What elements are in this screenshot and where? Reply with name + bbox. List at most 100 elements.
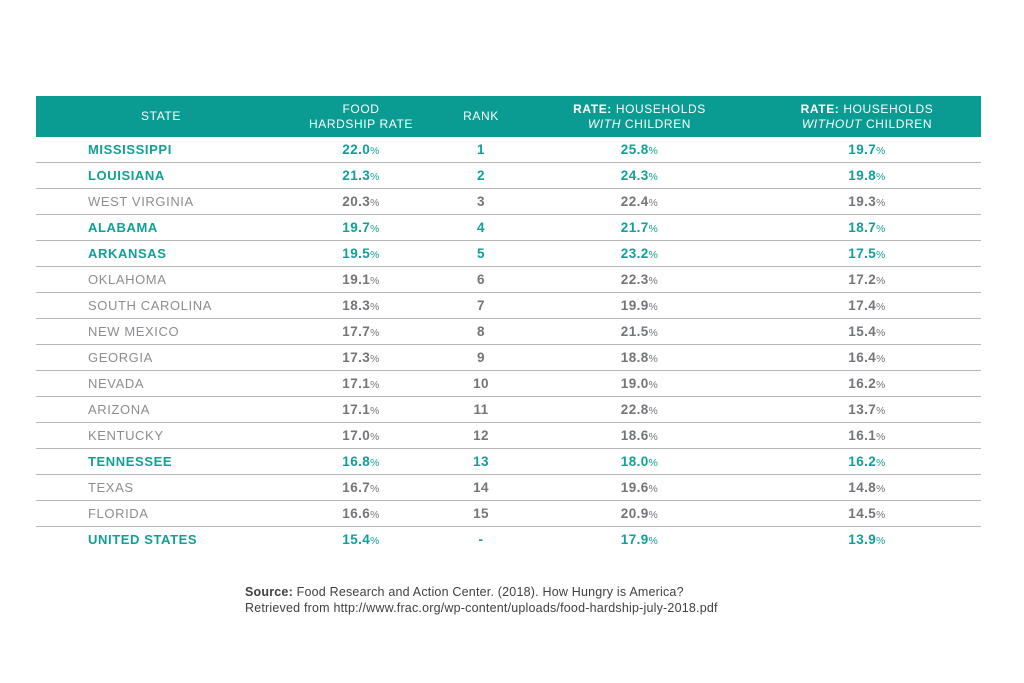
- households-label: HOUSEHOLDS: [615, 102, 706, 116]
- with-children-rate-cell: 19.0%: [526, 370, 753, 397]
- with-children-rate-cell: 22.4%: [526, 188, 753, 215]
- food-hardship-rate-cell: 20.3%: [286, 188, 436, 215]
- without-children-rate-cell: 14.5%: [753, 500, 981, 527]
- with-children-rate-cell: 25.8%: [526, 137, 753, 163]
- column-header-state: STATE: [36, 96, 286, 137]
- rank-cell: 14: [436, 474, 526, 501]
- table-row: WEST VIRGINIA 20.3% 3 22.4% 19.3%: [36, 188, 981, 215]
- without-children-rate-cell: 19.8%: [753, 162, 981, 189]
- column-header-with-children: RATE: HOUSEHOLDS WITH CHILDREN: [526, 96, 753, 137]
- with-children-rate-cell: 24.3%: [526, 162, 753, 189]
- state-cell: KENTUCKY: [36, 422, 286, 449]
- state-cell: UNITED STATES: [88, 532, 198, 547]
- state-cell: GEORGIA: [36, 344, 286, 371]
- without-children-rate-cell: 17.5%: [753, 240, 981, 267]
- table-row: OKLAHOMA 19.1% 6 22.3% 17.2%: [36, 266, 981, 293]
- rank-cell: 1: [436, 137, 526, 163]
- table-row: UNITED STATES 15.4% - 17.9% 13.9%: [36, 527, 981, 553]
- rank-cell: 11: [436, 396, 526, 423]
- state-cell: ARKANSAS: [36, 240, 286, 267]
- rank-cell: 10: [436, 370, 526, 397]
- rate-label: RATE:: [573, 102, 612, 116]
- source-citation: Food Research and Action Center. (2018).…: [292, 585, 684, 599]
- with-children-rate-cell: 21.5%: [526, 318, 753, 345]
- state-cell: LOUISIANA: [36, 162, 286, 189]
- food-hardship-table-wrap: STATE FOOD HARDSHIP RATE RANK RATE: HOUS…: [36, 96, 981, 552]
- column-header-food-hardship-rate: FOOD HARDSHIP RATE: [286, 96, 436, 137]
- table-header: STATE FOOD HARDSHIP RATE RANK RATE: HOUS…: [36, 96, 981, 137]
- with-children-rate-cell: 21.7%: [526, 214, 753, 241]
- food-hardship-line1: FOOD: [342, 102, 380, 116]
- table-row: TENNESSEE 16.8% 13 18.0% 16.2%: [36, 448, 981, 475]
- with-children-rate-cell: 18.0%: [526, 448, 753, 475]
- column-header-rank-label: RANK: [463, 109, 499, 124]
- state-cell: WEST VIRGINIA: [36, 188, 286, 215]
- without-children-rate-cell: 19.7%: [753, 137, 981, 163]
- with-children-rate-cell: 19.6%: [526, 474, 753, 501]
- food-hardship-rate-cell: 19.7%: [286, 214, 436, 241]
- without-children-rate-cell: 16.4%: [753, 344, 981, 371]
- source-note: Source: Food Research and Action Center.…: [245, 585, 718, 616]
- without-children-rate-cell: 13.9%: [848, 532, 886, 547]
- state-cell: OKLAHOMA: [36, 266, 286, 293]
- without-word: WITHOUT: [801, 116, 863, 131]
- state-cell: FLORIDA: [36, 500, 286, 527]
- with-word: WITH: [587, 116, 621, 131]
- column-header-without-children: RATE: HOUSEHOLDS WITHOUT CHILDREN: [753, 96, 981, 137]
- with-children-rate-cell: 23.2%: [526, 240, 753, 267]
- without-children-rate-cell: 16.2%: [753, 448, 981, 475]
- state-cell: NEW MEXICO: [36, 318, 286, 345]
- food-hardship-rate-cell: 21.3%: [286, 162, 436, 189]
- with-children-rate-cell: 19.9%: [526, 292, 753, 319]
- table-row: MISSISSIPPI 22.0% 1 25.8% 19.7%: [36, 137, 981, 163]
- column-header-rank: RANK: [436, 96, 526, 137]
- food-hardship-rate-cell: 19.5%: [286, 240, 436, 267]
- food-hardship-table: STATE FOOD HARDSHIP RATE RANK RATE: HOUS…: [36, 96, 981, 552]
- rank-cell: 9: [436, 344, 526, 371]
- without-children-rate-cell: 15.4%: [753, 318, 981, 345]
- source-label: Source:: [245, 585, 293, 599]
- food-hardship-line2: HARDSHIP RATE: [308, 116, 414, 131]
- rank-cell: 7: [436, 292, 526, 319]
- food-hardship-rate-cell: 17.3%: [286, 344, 436, 371]
- rank-cell: -: [478, 532, 484, 547]
- food-hardship-rate-cell: 15.4%: [342, 532, 380, 547]
- rank-cell: 13: [436, 448, 526, 475]
- food-hardship-rate-cell: 19.1%: [286, 266, 436, 293]
- with-children-rate-cell: 18.6%: [526, 422, 753, 449]
- food-hardship-rate-cell: 16.6%: [286, 500, 436, 527]
- rank-cell: 15: [436, 500, 526, 527]
- with-children-rate-cell: 22.3%: [526, 266, 753, 293]
- state-cell: SOUTH CAROLINA: [36, 292, 286, 319]
- table-row: SOUTH CAROLINA 18.3% 7 19.9% 17.4%: [36, 292, 981, 319]
- without-children-rate-cell: 16.1%: [753, 422, 981, 449]
- rank-cell: 4: [436, 214, 526, 241]
- without-children-rate-cell: 16.2%: [753, 370, 981, 397]
- without-children-rate-cell: 13.7%: [753, 396, 981, 423]
- food-hardship-rate-cell: 16.7%: [286, 474, 436, 501]
- rank-cell: 12: [436, 422, 526, 449]
- food-hardship-rate-cell: 17.1%: [286, 370, 436, 397]
- households-label: HOUSEHOLDS: [843, 102, 934, 116]
- table-body: MISSISSIPPI 22.0% 1 25.8% 19.7% LOUISIAN…: [36, 137, 981, 552]
- children-label: CHILDREN: [865, 116, 933, 131]
- table-row: LOUISIANA 21.3% 2 24.3% 19.8%: [36, 162, 981, 189]
- state-cell: ARIZONA: [36, 396, 286, 423]
- column-header-state-label: STATE: [141, 109, 181, 124]
- with-children-rate-cell: 22.8%: [526, 396, 753, 423]
- rank-cell: 3: [436, 188, 526, 215]
- table-row: GEORGIA 17.3% 9 18.8% 16.4%: [36, 344, 981, 371]
- table-row: FLORIDA 16.6% 15 20.9% 14.5%: [36, 500, 981, 527]
- state-cell: TENNESSEE: [36, 448, 286, 475]
- table-row: TEXAS 16.7% 14 19.6% 14.8%: [36, 474, 981, 501]
- state-cell: NEVADA: [36, 370, 286, 397]
- without-children-rate-cell: 19.3%: [753, 188, 981, 215]
- food-hardship-rate-cell: 17.1%: [286, 396, 436, 423]
- food-hardship-rate-cell: 16.8%: [286, 448, 436, 475]
- with-children-rate-cell: 20.9%: [526, 500, 753, 527]
- state-cell: TEXAS: [36, 474, 286, 501]
- table-row: ARIZONA 17.1% 11 22.8% 13.7%: [36, 396, 981, 423]
- with-children-rate-cell: 18.8%: [526, 344, 753, 371]
- table-row: ARKANSAS 19.5% 5 23.2% 17.5%: [36, 240, 981, 267]
- with-children-rate-cell: 17.9%: [620, 532, 659, 547]
